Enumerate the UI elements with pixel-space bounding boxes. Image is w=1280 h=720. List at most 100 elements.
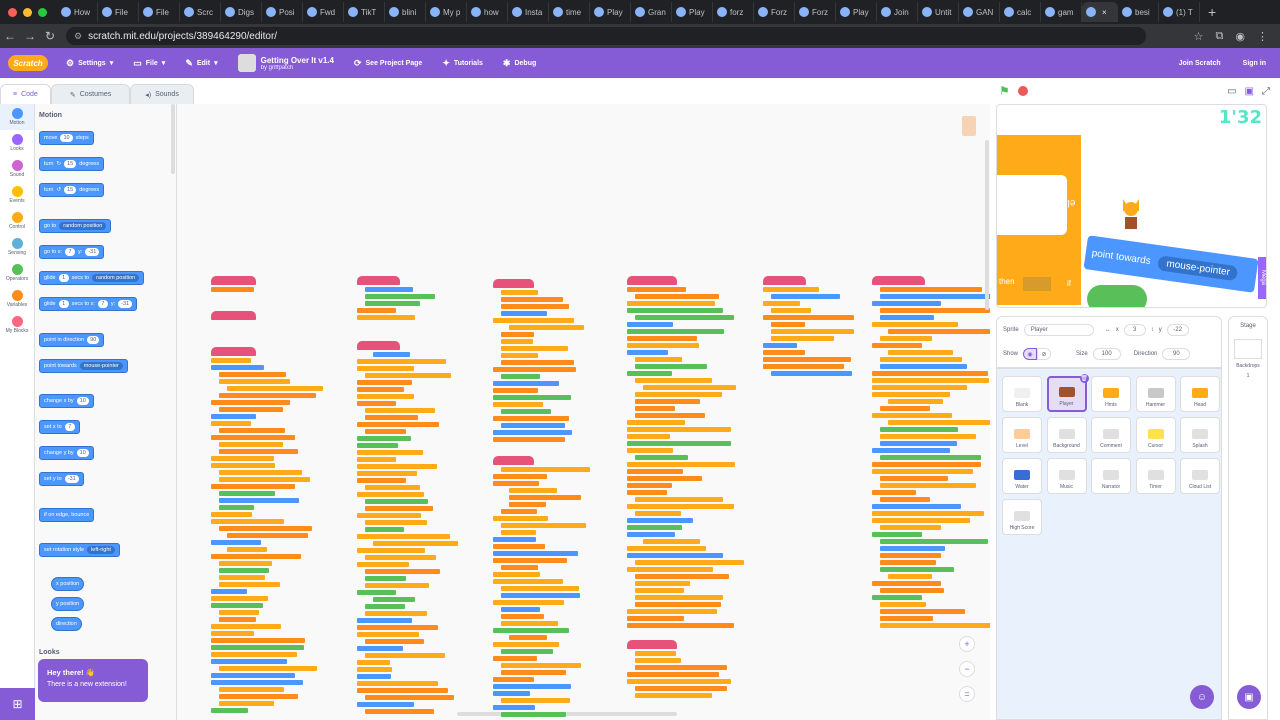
- code-block[interactable]: [872, 504, 961, 509]
- code-block[interactable]: [501, 698, 570, 703]
- code-block[interactable]: [643, 385, 737, 390]
- script-vertical-scrollbar[interactable]: [985, 140, 989, 310]
- code-block[interactable]: [357, 681, 438, 686]
- code-block[interactable]: [357, 688, 448, 693]
- code-block[interactable]: [357, 513, 421, 518]
- code-block[interactable]: [635, 574, 729, 579]
- code-block[interactable]: [880, 560, 937, 565]
- code-block[interactable]: [219, 582, 281, 587]
- code-block[interactable]: [211, 421, 252, 426]
- code-block[interactable]: [219, 442, 284, 447]
- code-block[interactable]: [219, 491, 276, 496]
- join-scratch-link[interactable]: Join Scratch: [1178, 59, 1221, 67]
- code-block[interactable]: [888, 420, 990, 425]
- code-block[interactable]: [880, 546, 945, 551]
- code-block[interactable]: [635, 511, 681, 516]
- chrome-menu-icon[interactable]: ⋮: [1257, 30, 1268, 43]
- code-block[interactable]: [627, 476, 703, 481]
- code-block[interactable]: [880, 567, 955, 572]
- show-visible-icon[interactable]: ◉: [1023, 348, 1038, 360]
- code-block[interactable]: [501, 712, 567, 717]
- hat-block[interactable]: [763, 276, 806, 285]
- code-block[interactable]: [501, 423, 566, 428]
- code-block[interactable]: [219, 617, 256, 622]
- code-block[interactable]: [357, 632, 419, 637]
- code-block[interactable]: [219, 498, 299, 503]
- code-block[interactable]: [365, 506, 434, 511]
- code-block[interactable]: [880, 287, 983, 292]
- code-block[interactable]: [357, 478, 406, 483]
- code-block[interactable]: [880, 294, 990, 299]
- code-block[interactable]: [227, 547, 268, 552]
- code-block[interactable]: [365, 373, 451, 378]
- code-block[interactable]: [627, 679, 732, 684]
- code-block[interactable]: [872, 385, 968, 390]
- code-block[interactable]: [627, 350, 668, 355]
- glide-xy-block[interactable]: glide 1 secs to x: 7 y: -31: [39, 297, 138, 311]
- code-block[interactable]: [627, 553, 724, 558]
- code-block[interactable]: [501, 621, 558, 626]
- code-block[interactable]: [365, 695, 455, 700]
- code-block[interactable]: [357, 436, 411, 441]
- code-block[interactable]: [872, 371, 988, 376]
- fullscreen-icon[interactable]: ⤢: [1262, 85, 1270, 97]
- category-looks[interactable]: Looks: [0, 130, 34, 156]
- code-block[interactable]: [771, 329, 855, 334]
- code-block[interactable]: [227, 386, 324, 391]
- code-block[interactable]: [771, 294, 841, 299]
- code-block[interactable]: [219, 610, 260, 615]
- zoom-reset-icon[interactable]: =: [959, 686, 975, 702]
- code-block[interactable]: [365, 653, 445, 658]
- code-block[interactable]: [880, 476, 949, 481]
- code-block[interactable]: [357, 422, 440, 427]
- code-block[interactable]: [365, 415, 419, 420]
- code-block[interactable]: [219, 393, 317, 398]
- code-block[interactable]: [501, 297, 563, 302]
- code-block[interactable]: [501, 607, 541, 612]
- sprite-tile[interactable]: Player 🗑: [1046, 374, 1089, 412]
- code-block[interactable]: [493, 516, 549, 521]
- browser-tab[interactable]: Fwd: [303, 2, 344, 22]
- code-block[interactable]: [880, 602, 926, 607]
- code-block[interactable]: [872, 462, 982, 467]
- code-block[interactable]: [627, 308, 723, 313]
- code-block[interactable]: [211, 624, 282, 629]
- show-hidden-icon[interactable]: ⊘: [1037, 348, 1052, 360]
- move-steps-block[interactable]: move 10 steps: [39, 131, 94, 145]
- code-block[interactable]: [763, 301, 801, 306]
- zoom-out-icon[interactable]: −: [959, 661, 975, 677]
- code-block[interactable]: [635, 497, 723, 502]
- code-block[interactable]: [493, 600, 565, 605]
- y-position-input[interactable]: -22: [1166, 324, 1189, 336]
- code-block[interactable]: [357, 562, 409, 567]
- code-block[interactable]: [365, 485, 420, 490]
- code-block[interactable]: [635, 406, 676, 411]
- code-block[interactable]: [373, 597, 416, 602]
- code-block[interactable]: [219, 561, 273, 566]
- profile-icon[interactable]: ◉: [1235, 30, 1245, 43]
- code-block[interactable]: [872, 490, 917, 495]
- browser-tab[interactable]: GAN: [959, 2, 1000, 22]
- sprite-tile[interactable]: Music: [1046, 458, 1087, 494]
- back-icon[interactable]: ←: [4, 29, 16, 43]
- code-block[interactable]: [501, 346, 569, 351]
- code-block[interactable]: [357, 674, 392, 679]
- code-block[interactable]: [219, 428, 285, 433]
- code-block[interactable]: [501, 339, 534, 344]
- code-block[interactable]: [365, 583, 429, 588]
- code-block[interactable]: [493, 318, 574, 323]
- browser-tab[interactable]: Untit: [918, 2, 959, 22]
- code-block[interactable]: [365, 520, 427, 525]
- code-block[interactable]: [493, 656, 538, 661]
- code-block[interactable]: [771, 336, 835, 341]
- browser-tab[interactable]: Forz: [754, 2, 795, 22]
- browser-tab[interactable]: File: [98, 2, 139, 22]
- code-block[interactable]: [211, 673, 295, 678]
- forward-icon[interactable]: →: [24, 29, 36, 43]
- code-block[interactable]: [493, 416, 569, 421]
- code-block[interactable]: [357, 308, 396, 313]
- browser-tab[interactable]: Gran: [631, 2, 672, 22]
- code-block[interactable]: [501, 360, 574, 365]
- stage-canvas[interactable]: else 1'32 point towards mouse-pointer th…: [996, 104, 1267, 308]
- browser-tab[interactable]: How: [57, 2, 98, 22]
